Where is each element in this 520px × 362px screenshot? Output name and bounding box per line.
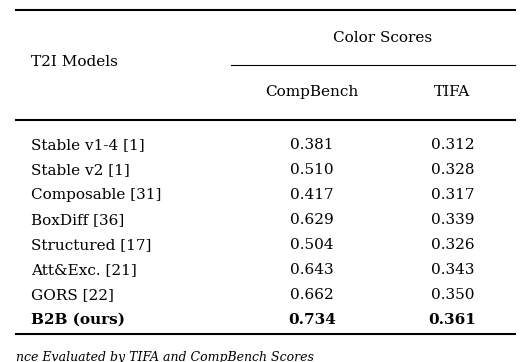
- Text: 0.312: 0.312: [431, 138, 474, 152]
- Text: Structured [17]: Structured [17]: [31, 238, 151, 252]
- Text: 0.734: 0.734: [288, 313, 336, 327]
- Text: 0.343: 0.343: [431, 263, 474, 277]
- Text: 0.339: 0.339: [431, 213, 474, 227]
- Text: BoxDiff [36]: BoxDiff [36]: [31, 213, 124, 227]
- Text: 0.643: 0.643: [290, 263, 334, 277]
- Text: Stable v1-4 [1]: Stable v1-4 [1]: [31, 138, 145, 152]
- Text: 0.510: 0.510: [290, 163, 334, 177]
- Text: B2B (ours): B2B (ours): [31, 313, 125, 327]
- Text: GORS [22]: GORS [22]: [31, 288, 114, 302]
- Text: 0.417: 0.417: [290, 188, 334, 202]
- Text: Stable v2 [1]: Stable v2 [1]: [31, 163, 130, 177]
- Text: 0.326: 0.326: [431, 238, 474, 252]
- Text: 0.361: 0.361: [428, 313, 476, 327]
- Text: 0.381: 0.381: [290, 138, 334, 152]
- Text: Color Scores: Color Scores: [333, 30, 432, 45]
- Text: nce Evaluated by TIFA and CompBench Scores: nce Evaluated by TIFA and CompBench Scor…: [16, 351, 314, 362]
- Text: 0.328: 0.328: [431, 163, 474, 177]
- Text: 0.662: 0.662: [290, 288, 334, 302]
- Text: Composable [31]: Composable [31]: [31, 188, 162, 202]
- Text: 0.317: 0.317: [431, 188, 474, 202]
- Text: CompBench: CompBench: [265, 85, 359, 99]
- Text: TIFA: TIFA: [434, 85, 471, 99]
- Text: 0.629: 0.629: [290, 213, 334, 227]
- Text: 0.504: 0.504: [290, 238, 334, 252]
- Text: 0.350: 0.350: [431, 288, 474, 302]
- Text: Att&Exc. [21]: Att&Exc. [21]: [31, 263, 137, 277]
- Text: T2I Models: T2I Models: [31, 55, 118, 68]
